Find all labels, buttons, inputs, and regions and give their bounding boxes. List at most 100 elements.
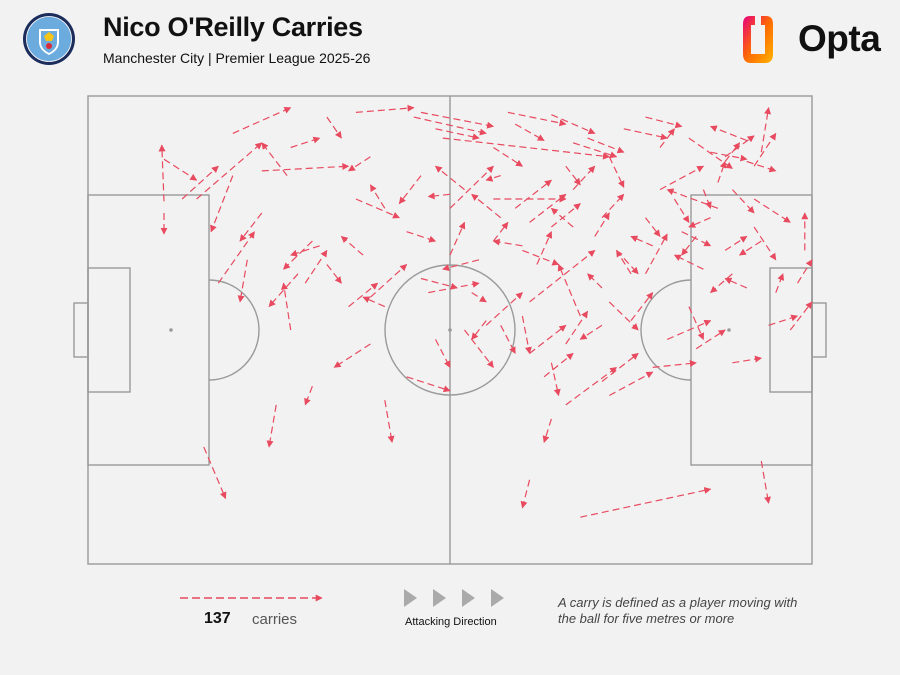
carry-arrow: [333, 343, 371, 368]
direction-arrow-icon: [433, 589, 446, 607]
carry-arrow: [609, 371, 654, 397]
carry-arrow: [521, 315, 532, 355]
carry-arrow: [203, 446, 227, 500]
right-penalty-box: [690, 194, 813, 466]
direction-arrow-icon: [404, 589, 417, 607]
opta-logo: [743, 16, 773, 63]
carry-arrow: [616, 249, 639, 275]
left-penalty-arc: [208, 279, 260, 381]
carry-arrow: [280, 282, 292, 331]
right-penalty-arc: [640, 279, 692, 381]
carry-arrow: [420, 277, 458, 290]
carry-arrow: [340, 235, 364, 256]
carry-arrow: [717, 160, 727, 183]
attacking-direction-arrows: [404, 589, 504, 607]
direction-arrow-icon: [462, 589, 475, 607]
carry-arrow: [536, 231, 553, 265]
left-penalty-box: [87, 194, 210, 466]
carry-arrow: [601, 352, 639, 382]
carry-arrow: [673, 254, 704, 270]
carry-arrow: [542, 418, 552, 443]
carry-arrow: [348, 156, 371, 172]
carry-arrow: [384, 400, 395, 443]
right-penalty-spot: [727, 328, 731, 332]
attacking-direction-label: Attacking Direction: [405, 616, 497, 628]
carry-arrow: [630, 235, 653, 247]
carry-arrow: [615, 249, 632, 275]
opta-wordmark: Opta: [798, 18, 881, 59]
carry-arrow: [702, 189, 712, 209]
carry-arrow: [551, 203, 581, 228]
carry-arrow: [181, 165, 219, 200]
carry-arrow: [420, 111, 495, 129]
carry-arrow: [724, 235, 748, 251]
carry-arrow: [522, 249, 560, 266]
carry-arrow: [608, 156, 625, 188]
carry-arrow: [673, 198, 690, 223]
club-badge: [23, 13, 75, 65]
carry-arrow: [572, 142, 618, 159]
direction-arrow-icon: [491, 589, 504, 607]
carry-arrow: [739, 240, 762, 256]
carry-arrow: [464, 329, 494, 368]
carry-arrow: [485, 174, 501, 182]
carry-arrow: [753, 132, 777, 167]
carry-arrow: [710, 151, 748, 162]
carry-arrow: [623, 128, 668, 141]
centre-circle: [384, 264, 516, 396]
carry-arrow: [290, 136, 321, 149]
carry-arrow: [290, 245, 320, 257]
carry-arrow: [326, 116, 342, 139]
carry-arrow: [652, 359, 697, 368]
carry-arrow: [557, 263, 581, 317]
carry-arrow: [565, 366, 618, 406]
carry-arrow: [796, 259, 813, 284]
carry-arrow: [239, 212, 263, 242]
carry-arrow: [492, 238, 523, 247]
carry-arrow: [760, 460, 771, 504]
carry-arrow: [493, 146, 523, 167]
carry-arrow: [681, 236, 697, 256]
carry-arrow: [163, 158, 198, 181]
carry-arrow: [427, 192, 451, 200]
carry-arrow: [608, 301, 639, 331]
carry-arrow: [434, 339, 451, 369]
carry-arrow: [760, 107, 772, 153]
carry-arrow: [158, 144, 166, 202]
carry-arrow: [768, 314, 799, 326]
carry-arrow: [326, 264, 342, 284]
carry-arrow: [644, 233, 668, 275]
carry-arrow: [261, 163, 350, 172]
chart-title: Nico O'Reilly Carries: [103, 12, 363, 42]
carry-arrow: [565, 165, 581, 186]
carry-arrow: [724, 142, 741, 162]
carry-arrow: [355, 198, 400, 219]
carry-arrow: [369, 264, 408, 298]
left-penalty-spot: [169, 328, 173, 332]
carry-arrow: [196, 142, 263, 200]
carry-arrow: [492, 221, 509, 242]
carry-arrow: [514, 123, 545, 142]
carry-arrow: [724, 135, 755, 158]
carry-definition-note: A carry is defined as a player moving wi…: [558, 595, 798, 626]
carry-arrow: [645, 217, 661, 237]
carry-arrow: [529, 193, 567, 223]
carry-arrow: [507, 111, 567, 127]
pitch-lines: [73, 95, 827, 565]
carry-arrow: [304, 249, 328, 284]
carry-arrow: [282, 240, 313, 270]
carry-arrow: [688, 306, 705, 341]
carry-arrow: [500, 325, 516, 355]
carry-arrow: [659, 165, 705, 191]
carry-arrow: [724, 277, 748, 289]
carry-arrow: [753, 198, 791, 223]
carry-arrow: [406, 231, 437, 243]
carry-arrow: [406, 376, 451, 393]
carry-arrow: [579, 324, 603, 340]
chart-subtitle: Manchester City | Premier League 2025-26: [103, 50, 371, 66]
carry-arrow: [520, 479, 531, 509]
carry-arrow: [666, 319, 712, 340]
carry-arrow: [580, 487, 712, 518]
carry-arrow: [413, 116, 487, 136]
carry-arrow: [710, 273, 733, 294]
